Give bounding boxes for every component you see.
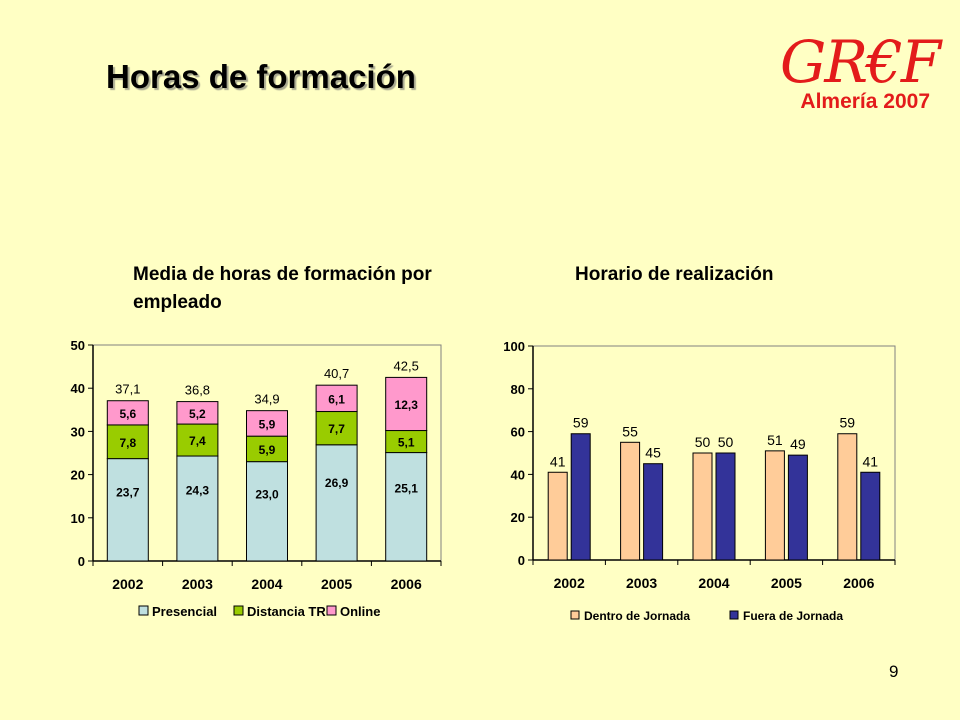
chart1-x-tick-label: 2004 — [251, 576, 282, 592]
chart1-total-label: 37,1 — [115, 382, 140, 397]
chart2-x-tick-label: 2004 — [698, 575, 729, 591]
chart1-legend-swatch — [138, 605, 149, 616]
chart1-data-label: 5,9 — [259, 443, 276, 457]
chart1-legend-swatch — [326, 605, 337, 616]
chart2-legend-swatch — [729, 610, 739, 620]
chart1-bar-distancia-tr — [176, 423, 219, 457]
chart2-y-tick-label: 80 — [511, 382, 525, 397]
chart2-y-tick-label: 20 — [511, 510, 525, 525]
chart1-y-tick-label: 40 — [71, 381, 85, 396]
chart2-legend-label: Dentro de Jornada — [584, 609, 690, 623]
chart2-bar-dentro-de-jornada — [547, 471, 568, 561]
chart1-data-label: 5,1 — [398, 436, 415, 450]
chart2-bar-dentro-de-jornada — [837, 433, 858, 561]
chart2-bar-fuera-de-jornada — [787, 454, 808, 561]
chart1-data-label: 24,3 — [186, 484, 210, 498]
chart2-bar-dentro-de-jornada — [764, 450, 785, 561]
chart2-x-tick-label: 2006 — [843, 575, 874, 591]
chart2-bar-fuera-de-jornada — [570, 433, 591, 561]
logo-wordmark: GR€F — [780, 28, 941, 96]
chart-1-title: Media de horas de formación por empleado — [133, 264, 432, 313]
chart1-data-label: 7,8 — [119, 436, 136, 450]
chart2-y-tick-label: 40 — [511, 467, 525, 482]
chart2-data-label: 51 — [767, 432, 783, 448]
chart1-x-tick-label: 2005 — [321, 576, 352, 592]
chart2-bar-fuera-de-jornada — [643, 463, 664, 561]
chart1-y-tick-label: 10 — [71, 511, 85, 526]
chart1-y-tick-label: 30 — [71, 424, 85, 439]
chart1-data-label: 5,9 — [259, 417, 276, 431]
chart1-data-label: 7,4 — [189, 434, 206, 448]
chart1-data-label: 23,0 — [255, 487, 279, 501]
chart1-bar-distancia-tr — [106, 424, 149, 460]
chart1-total-label: 34,9 — [254, 392, 279, 407]
page-number: 9 — [889, 662, 899, 681]
slide-title: Horas de formación — [106, 58, 416, 95]
chart1-data-label: 7,7 — [328, 422, 345, 436]
chart2-y-tick-label: 100 — [503, 339, 525, 354]
chart2-bar-dentro-de-jornada — [620, 441, 641, 561]
chart1-x-tick-label: 2006 — [391, 576, 422, 592]
chart2-data-label: 41 — [550, 453, 566, 469]
chart1-x-tick-label: 2003 — [182, 576, 213, 592]
chart2-x-tick-label: 2005 — [771, 575, 802, 591]
chart1-legend-label: Online — [340, 604, 380, 619]
chart2-x-tick-label: 2003 — [626, 575, 657, 591]
chart2-data-label: 45 — [645, 445, 661, 461]
chart1-y-tick-label: 50 — [71, 338, 85, 353]
chart1-bar-presencial — [176, 455, 219, 562]
chart1-bar-distancia-tr — [315, 411, 358, 446]
chart1-data-label: 12,3 — [395, 398, 419, 412]
chart1-bar-presencial — [106, 458, 149, 562]
chart2-bar-fuera-de-jornada — [715, 452, 736, 561]
chart1-total-label: 36,8 — [185, 383, 210, 398]
chart1-bar-presencial — [246, 461, 288, 562]
chart1-bar-online — [106, 400, 149, 426]
chart1-data-label: 23,7 — [116, 485, 140, 499]
chart2-legend-label: Fuera de Jornada — [743, 609, 843, 623]
chart2-legend-swatch — [570, 610, 580, 620]
chart1-bar-online — [176, 401, 219, 425]
chart2-data-label: 50 — [718, 434, 734, 450]
chart1-legend-label: Distancia TR — [247, 604, 326, 619]
chart1-data-label: 5,6 — [119, 407, 136, 421]
chart2-data-label: 41 — [863, 453, 879, 469]
chart2-data-label: 59 — [573, 415, 589, 431]
chart1-data-label: 5,2 — [189, 407, 206, 421]
chart2-y-tick-label: 60 — [511, 425, 525, 440]
chart1-legend-label: Presencial — [152, 604, 217, 619]
chart1-bar-presencial — [315, 444, 358, 562]
chart2-data-label: 59 — [840, 415, 856, 431]
chart2-data-label: 55 — [622, 423, 638, 439]
chart1-legend-swatch — [233, 605, 244, 616]
chart1-bar-online — [385, 376, 428, 432]
chart1-total-label: 40,7 — [324, 366, 349, 381]
logo-subtitle: Almería 2007 — [800, 90, 930, 113]
chart2-bar-fuera-de-jornada — [860, 471, 881, 561]
chart1-bar-distancia-tr — [246, 435, 288, 463]
chart1-x-tick-label: 2002 — [112, 576, 143, 592]
chart1-bar-online — [315, 384, 358, 413]
chart2-x-tick-label: 2002 — [554, 575, 585, 591]
chart2-bar-dentro-de-jornada — [692, 452, 713, 561]
chart1-y-tick-label: 0 — [78, 554, 85, 569]
chart1-data-label: 6,1 — [328, 392, 345, 406]
chart2-data-label: 49 — [790, 436, 806, 452]
chart1-bar-online — [246, 410, 288, 437]
chart-2-title: Horario de realización — [575, 264, 774, 285]
gref-logo: GR€F Almería 2007 — [780, 30, 941, 113]
chart1-data-label: 25,1 — [395, 481, 419, 495]
chart1-bar-presencial — [385, 452, 428, 562]
chart1-data-label: 26,9 — [325, 476, 349, 490]
chart1-total-label: 42,5 — [394, 358, 419, 373]
chart2-y-tick-label: 0 — [518, 553, 525, 568]
chart2-data-label: 50 — [695, 434, 711, 450]
chart1-y-tick-label: 20 — [71, 468, 85, 483]
